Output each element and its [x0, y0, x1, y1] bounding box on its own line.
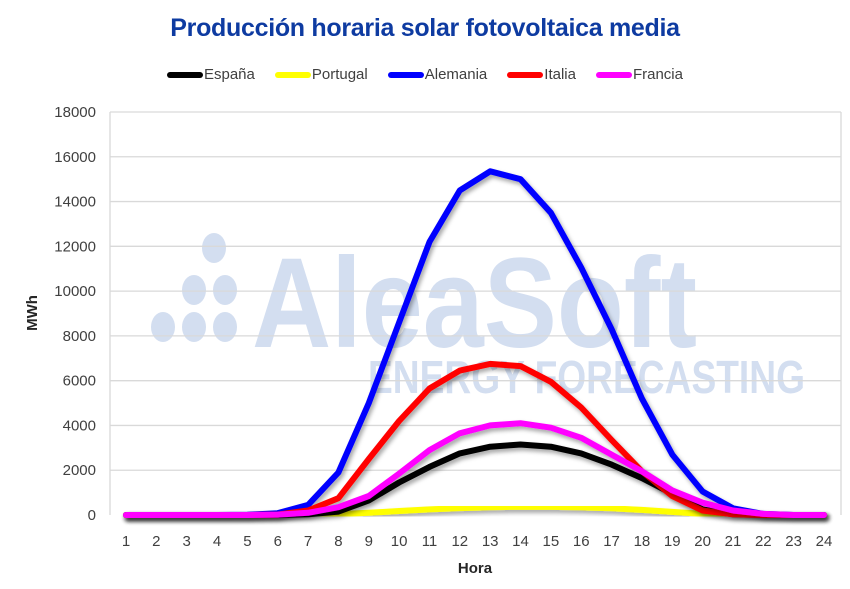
x-tick-label: 8: [334, 533, 342, 550]
y-tick-label: 10000: [54, 283, 96, 300]
legend-label-portugal: Portugal: [311, 66, 368, 83]
x-tick-label: 7: [304, 533, 312, 550]
legend-item-espana: España: [166, 66, 255, 83]
chart-title: Producción horaria solar fotovoltaica me…: [170, 14, 680, 42]
y-tick-label: 18000: [54, 104, 96, 121]
legend-item-francia: Francia: [595, 66, 683, 83]
x-tick-label: 23: [785, 533, 802, 550]
x-tick-label: 17: [603, 533, 620, 550]
legend-swatch-francia: [595, 71, 632, 78]
x-tick-label: 6: [274, 533, 282, 550]
legend-label-alemania: Alemania: [424, 66, 488, 83]
legend: España Portugal Alemania Italia Francia: [0, 66, 850, 83]
legend-item-alemania: Alemania: [387, 66, 488, 83]
x-tick-label: 12: [451, 533, 468, 550]
y-tick-label: 0: [88, 507, 96, 524]
y-axis-ticks: 0 2000 4000 6000 8000 10000 12000 14000 16000 180…: [54, 104, 96, 524]
legend-item-portugal: Portugal: [274, 66, 368, 83]
gridlines: [109, 111, 842, 515]
legend-swatch-espana: [166, 71, 203, 78]
series-lines: [123, 168, 827, 518]
x-tick-label: 22: [755, 533, 772, 550]
x-tick-label: 18: [634, 533, 651, 550]
watermark-tagline: ENERGY FORECASTING: [368, 351, 805, 403]
x-tick-label: 24: [816, 533, 833, 550]
legend-item-italia: Italia: [507, 66, 576, 83]
y-tick-label: 2000: [63, 462, 96, 479]
x-tick-label: 21: [725, 533, 742, 550]
x-tick-label: 2: [152, 533, 160, 550]
x-axis-ticks: 1 2 3 4 5 6 7 8 9 10 11 12 13 14 15 16 17 18 19 20 21 22 23 24: [122, 533, 833, 550]
y-tick-label: 6000: [63, 373, 96, 390]
x-tick-label: 3: [183, 533, 191, 550]
y-tick-label: 16000: [54, 149, 96, 166]
y-axis-label: MWh: [24, 295, 41, 331]
x-tick-label: 13: [482, 533, 499, 550]
x-tick-label: 4: [213, 533, 221, 550]
x-tick-label: 20: [694, 533, 711, 550]
legend-label-francia: Francia: [632, 66, 683, 83]
x-tick-label: 14: [512, 533, 529, 550]
y-tick-label: 4000: [63, 417, 96, 434]
series-line-francia: [123, 420, 827, 518]
y-tick-label: 8000: [63, 328, 96, 345]
x-tick-label: 1: [122, 533, 130, 550]
x-tick-label: 16: [573, 533, 590, 550]
x-axis-label: Hora: [458, 560, 493, 577]
y-tick-label: 12000: [54, 238, 96, 255]
x-tick-label: 15: [543, 533, 560, 550]
x-tick-label: 10: [391, 533, 408, 550]
x-tick-label: 5: [243, 533, 251, 550]
legend-label-espana: España: [203, 66, 255, 83]
x-tick-label: 11: [422, 533, 438, 550]
legend-label-italia: Italia: [544, 66, 576, 83]
legend-swatch-portugal: [274, 71, 311, 78]
x-tick-label: 19: [664, 533, 681, 550]
x-tick-label: 9: [365, 533, 373, 550]
y-tick-label: 14000: [54, 194, 96, 211]
legend-swatch-italia: [507, 71, 544, 78]
legend-swatch-alemania: [387, 71, 424, 78]
